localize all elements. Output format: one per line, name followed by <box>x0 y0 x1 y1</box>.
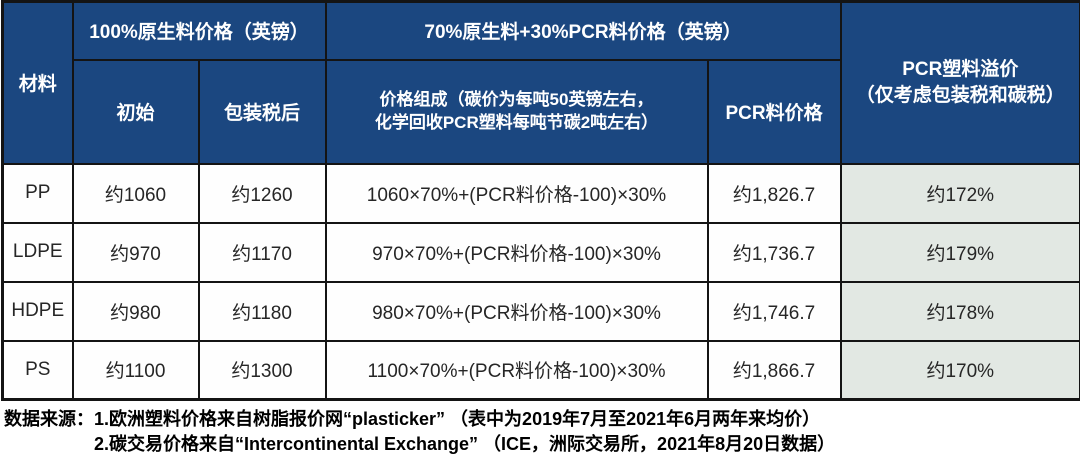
header-material: 材料 <box>1 0 74 165</box>
cell-formula: 980×70%+(PCR料价格-100)×30% <box>324 280 709 342</box>
table-row-ps: PS 约1100 约1300 1100×70%+(PCR料价格-100)×30%… <box>1 339 1080 401</box>
header-row-1: 材料 100%原生料价格（英镑） 70%原生料+30%PCR料价格（英镑） PC… <box>1 0 1080 165</box>
cell-premium: 约172% <box>839 162 1080 224</box>
cell-initial: 约970 <box>71 221 200 283</box>
header-premium-line1: PCR塑料溢价 <box>902 59 1019 81</box>
table-row-hdpe: HDPE 约980 约1180 980×70%+(PCR料价格-100)×30%… <box>1 280 1080 342</box>
cell-premium: 约179% <box>839 221 1080 283</box>
table-row-pp: PP 约1060 约1260 1060×70%+(PCR料价格-100)×30%… <box>1 162 1080 224</box>
cell-pcr-price: 约1,866.7 <box>706 339 842 401</box>
cell-material: PS <box>1 339 74 401</box>
header-premium-line2: （仅考虑包装税和碳税） <box>855 84 1065 106</box>
cell-initial: 约1100 <box>71 339 200 401</box>
data-source-line-1: 1.欧洲塑料价格来自树脂报价网“plasticker” （表中为2019年7月至… <box>94 409 821 429</box>
cell-pcr-price: 约1,736.7 <box>706 221 842 283</box>
cell-formula: 1100×70%+(PCR料价格-100)×30% <box>324 339 709 401</box>
cell-after-tax: 约1180 <box>197 280 327 342</box>
data-source-note: 数据来源： 1.欧洲塑料价格来自树脂报价网“plasticker” （表中为20… <box>4 407 1080 457</box>
data-source-line-2: 2.碳交易价格来自“Intercontinental Exchange” （IC… <box>94 434 836 455</box>
cell-premium: 约170% <box>839 339 1080 401</box>
cell-premium: 约178% <box>839 280 1080 342</box>
cell-initial: 约1060 <box>71 162 200 224</box>
cell-after-tax: 约1260 <box>197 162 327 224</box>
header-row-2: 初始 包装税后 价格组成（碳价为每吨50英镑左右， 化学回收PCR塑料每吨节碳2… <box>3 58 1080 165</box>
cell-pcr-price: 约1,826.7 <box>706 162 842 224</box>
table-row-ldpe: LDPE 约970 约1170 970×70%+(PCR料价格-100)×30%… <box>1 221 1080 283</box>
header-mix-group: 70%原生料+30%PCR料价格（英镑） <box>324 0 842 61</box>
data-source-label: 数据来源： <box>4 409 94 429</box>
header-pcr-price: PCR料价格 <box>706 58 842 165</box>
header-composition-line1: 价格组成（碳价为每吨50英镑左右， <box>379 89 654 109</box>
cell-pcr-price: 约1,746.7 <box>706 280 842 342</box>
header-composition-line2: 化学回收PCR塑料每吨节碳2吨左右） <box>374 112 659 132</box>
cell-after-tax: 约1170 <box>197 221 327 283</box>
header-initial: 初始 <box>71 58 200 165</box>
pcr-price-table: 材料 100%原生料价格（英镑） 70%原生料+30%PCR料价格（英镑） PC… <box>1 0 1080 401</box>
cell-initial: 约980 <box>71 280 200 342</box>
cell-material: HDPE <box>1 280 74 342</box>
cell-formula: 1060×70%+(PCR料价格-100)×30% <box>324 162 709 224</box>
cell-material: PP <box>1 162 74 224</box>
header-virgin-group: 100%原生料价格（英镑） <box>71 0 327 61</box>
header-composition: 价格组成（碳价为每吨50英镑左右， 化学回收PCR塑料每吨节碳2吨左右） <box>324 58 709 165</box>
header-after-packaging-tax: 包装税后 <box>197 58 327 165</box>
data-source-lines: 1.欧洲塑料价格来自树脂报价网“plasticker” （表中为2019年7月至… <box>94 407 835 457</box>
cell-material: LDPE <box>1 221 74 283</box>
cell-after-tax: 约1300 <box>197 339 327 401</box>
header-premium: PCR塑料溢价 （仅考虑包装税和碳税） <box>839 0 1080 165</box>
cell-formula: 970×70%+(PCR料价格-100)×30% <box>324 221 709 283</box>
